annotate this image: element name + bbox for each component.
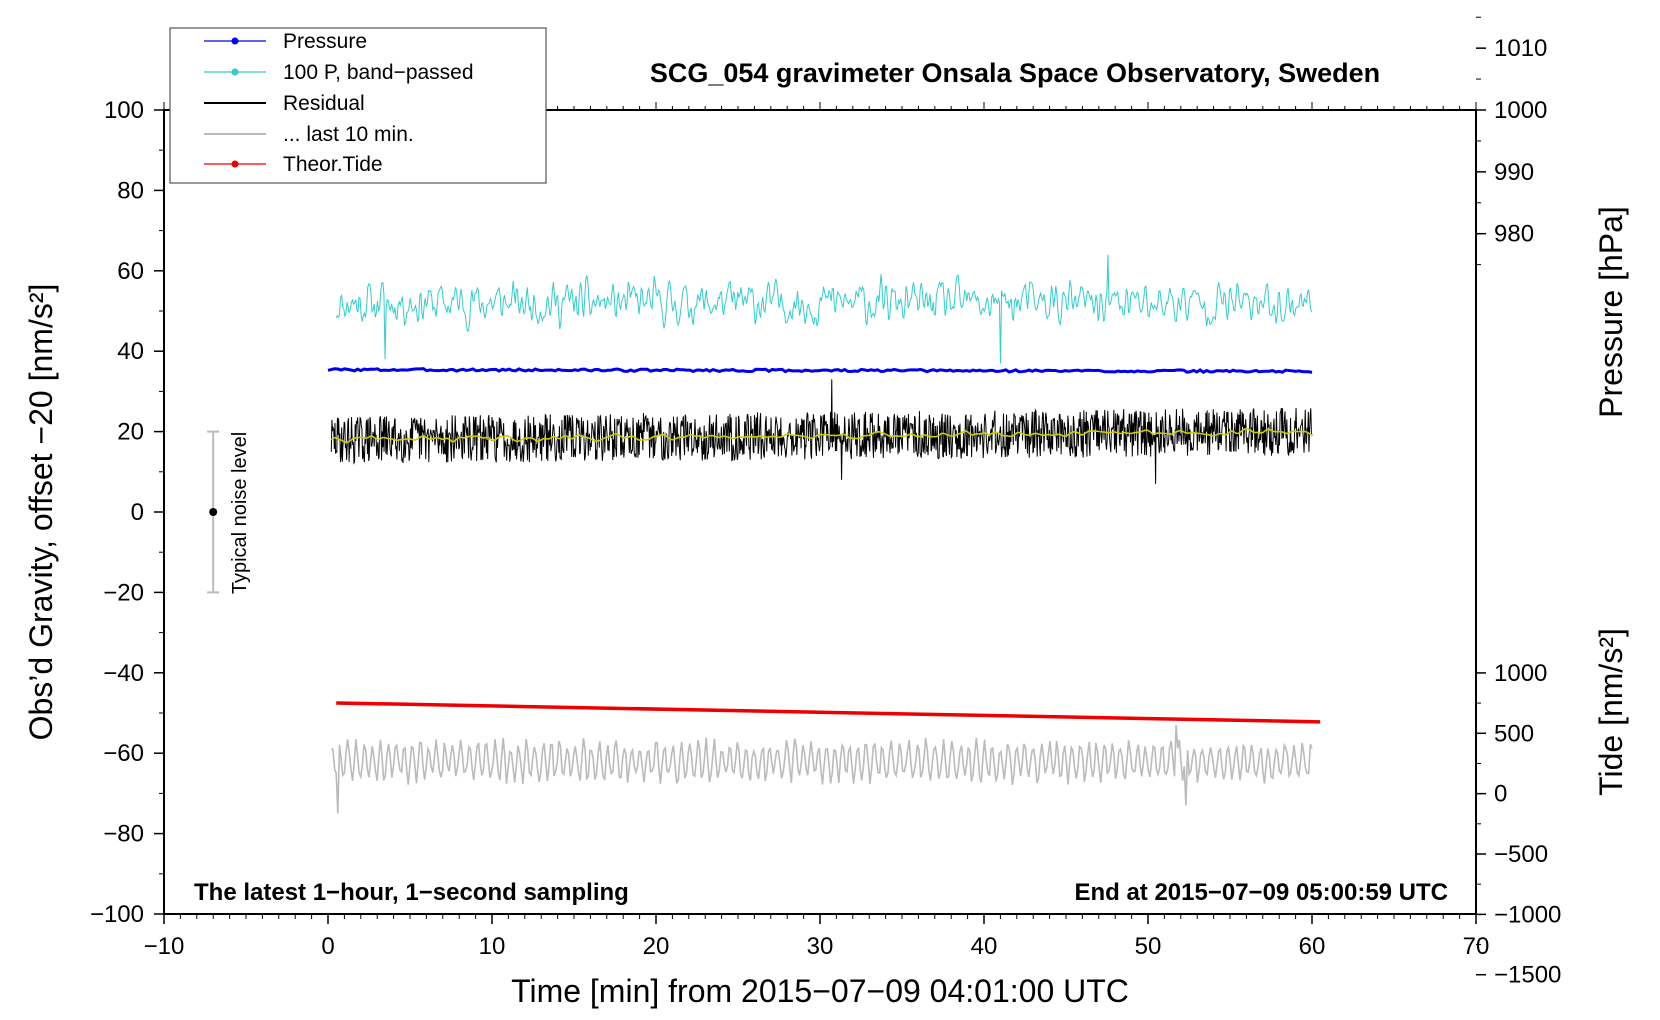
y-tick-label: 80 <box>117 177 144 204</box>
pressure-tick-label: 980 <box>1494 221 1534 248</box>
y-axis-title-tide: Tide [nm/s²] <box>1593 628 1629 796</box>
y-tick-label: −40 <box>103 660 144 687</box>
sampling-annotation: The latest 1−hour, 1−second sampling <box>194 879 629 906</box>
legend-label-residual: Residual <box>283 92 365 115</box>
tide-tick-label: 1000 <box>1494 660 1547 687</box>
x-tick-label: 70 <box>1463 933 1490 960</box>
legend: Pressure 100 P, band−passed Residual ...… <box>169 27 547 184</box>
tide-tick-label: −1500 <box>1494 962 1561 989</box>
x-tick-label: 20 <box>643 933 670 960</box>
x-tick-label: 10 <box>479 933 506 960</box>
pressure-tick-label: 990 <box>1494 159 1534 186</box>
tide-tick-label: −1000 <box>1494 901 1561 928</box>
y-tick-label: −60 <box>103 740 144 767</box>
chart-title: SCG_054 gravimeter Onsala Space Observat… <box>650 58 1380 88</box>
series-pressure-line <box>327 367 1313 374</box>
x-tick-label: 30 <box>807 933 834 960</box>
y-axis-title-pressure: Pressure [hPa] <box>1593 206 1629 418</box>
y-tick-label: 20 <box>117 419 144 446</box>
tide-tick-label: −500 <box>1494 841 1548 868</box>
x-tick-label: 40 <box>971 933 998 960</box>
series-layer <box>327 254 1321 814</box>
x-tick-label: 0 <box>321 933 334 960</box>
y-tick-label: 0 <box>131 499 144 526</box>
y-tick-label: −100 <box>90 901 144 928</box>
legend-marker-tide <box>231 160 239 168</box>
end-time-annotation: End at 2015−07−09 05:00:59 UTC <box>1074 879 1448 906</box>
x-tick-label: 60 <box>1299 933 1326 960</box>
y-tick-label: −80 <box>103 821 144 848</box>
noise-level-label: Typical noise level <box>229 432 251 594</box>
y-tick-label: 60 <box>117 258 144 285</box>
legend-label-pressure: Pressure <box>283 30 367 53</box>
noise-bar-center <box>209 508 218 516</box>
tide-tick-label: 500 <box>1494 720 1534 747</box>
x-tick-label: −10 <box>144 933 185 960</box>
series-tide-line <box>336 701 1321 724</box>
pressure-tick-label: 1010 <box>1494 35 1547 62</box>
legend-marker-pressure <box>231 37 239 45</box>
series-residual-smoothed-line <box>330 427 1313 444</box>
pressure-tick-label: 1000 <box>1494 97 1547 124</box>
series-residual-line <box>330 379 1313 484</box>
legend-box <box>169 27 547 184</box>
x-tick-label: 50 <box>1135 933 1162 960</box>
legend-marker-bandpassed <box>231 68 239 76</box>
y-tick-label: 40 <box>117 338 144 365</box>
series-last10-line <box>331 725 1313 814</box>
y-axis-title-left: Obs’d Gravity, offset −20 [nm/s²] <box>23 284 59 741</box>
series-bandpassed-line <box>335 254 1313 364</box>
legend-label-last10: ... last 10 min. <box>283 123 414 146</box>
noise-bar <box>207 430 220 594</box>
plot-frame <box>163 109 1477 915</box>
legend-label-bandpassed: 100 P, band−passed <box>283 61 474 84</box>
y-tick-label: 100 <box>104 97 144 124</box>
legend-label-tide: Theor.Tide <box>283 153 383 176</box>
ticks-layer: −10 0 10 20 30 40 50 60 70−100−80−60−40−20020406… <box>90 0 1561 989</box>
tide-tick-label: 0 <box>1494 781 1507 808</box>
y-tick-label: −20 <box>103 579 144 606</box>
x-axis-title: Time [min] from 2015−07−09 04:01:00 UTC <box>511 973 1129 1009</box>
